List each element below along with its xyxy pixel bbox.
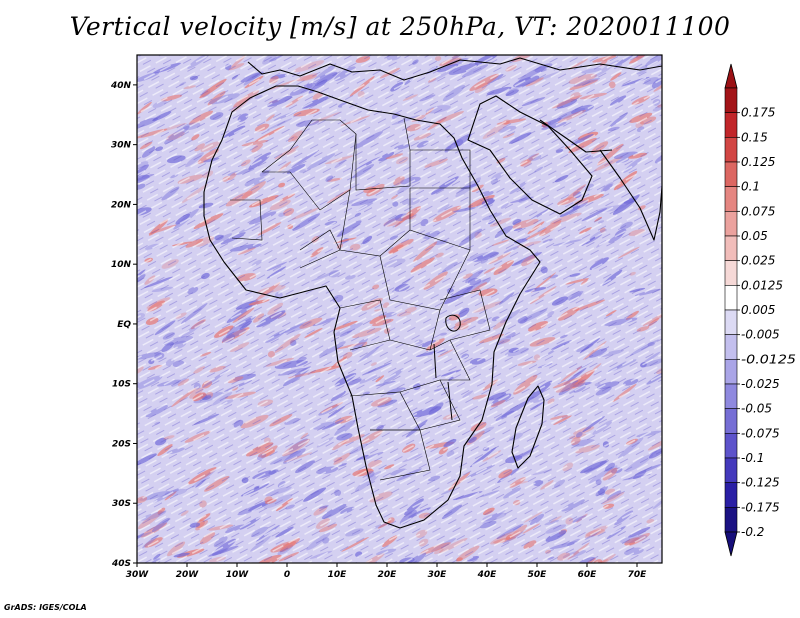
colorbar-swatch [724,186,738,212]
plot-title: Vertical velocity [m/s] at 250hPa, VT: 2… [69,12,731,41]
country-borders [230,117,491,481]
colorbar-swatch [724,137,738,163]
colorbar-swatch [724,260,738,286]
colorbar-label: 0.025 [741,254,775,268]
colorbar-max-arrow [724,63,738,89]
colorbar-label: 0.005 [741,303,775,317]
colorbar: 0.175 0.15 0.125 0.1 0.075 0.05 0.025 0.0125 0.0… [724,63,796,557]
colorbar-label: 0.0125 [741,278,783,292]
x-tick-label: 60E [578,570,598,580]
y-tick-label: EQ [117,320,131,330]
colorbar-swatch [724,408,738,434]
x-tick-label: 20E [378,570,398,580]
colorbar-min-arrow [724,531,738,557]
colorbar-swatch [724,383,738,409]
europe-coastline [247,57,662,81]
lakes [433,314,461,421]
x-axis: 30W 20W 10W 0 10E 20E 30E 40E 50E 60E 70E [126,563,647,580]
x-tick-label: 30E [428,570,448,580]
persian-gulf-coastline [539,119,613,153]
india-coastline [599,149,662,241]
y-tick-label: 20S [112,439,131,449]
coastlines [203,57,662,529]
colorbar-swatch [724,112,738,138]
colorbar-label: -0.075 [741,426,780,440]
y-tick-label: 10N [111,260,132,270]
colorbar-swatch [724,457,738,483]
map-frame [136,54,663,564]
colorbar-label: -0.025 [741,377,780,391]
colorbar-swatch [724,285,738,311]
colorbar-label: 0.075 [741,204,775,218]
colorbar-swatch [724,211,738,237]
colorbar-label: -0.175 [741,500,780,514]
colorbar-label: 0.175 [741,106,775,120]
colorbar-label: -0.0125 [741,352,796,366]
y-tick-label: 40N [110,81,132,91]
colorbar-swatch [724,161,738,187]
x-tick-label: 50E [528,570,548,580]
colorbar-swatch [724,309,738,335]
colorbar-label: 0.1 [741,180,760,194]
grads-credit: GrADS: IGES/COLA [4,603,87,612]
y-axis: 40N 30N 20N 10N EQ 10S 20S 30S 40S [110,81,137,569]
x-tick-label: 10E [328,570,348,580]
colorbar-label: -0.005 [741,328,780,342]
x-tick-label: 0 [284,570,290,580]
field-texture [137,55,662,563]
colorbar-swatch [724,235,738,261]
x-tick-label: 40E [477,570,498,580]
colorbar-label: 0.125 [741,155,775,169]
colorbar-swatch [724,87,738,113]
x-tick-label: 70E [628,570,648,580]
colorbar-swatch [724,359,738,385]
colorbar-label: 0.15 [741,130,768,144]
colorbar-swatch [724,334,738,360]
colorbar-swatch [724,433,738,459]
map-area[interactable] [128,47,675,573]
colorbar-label: -0.1 [741,451,764,465]
madagascar-coastline [511,385,545,469]
colorbar-swatch [724,482,738,508]
y-tick-label: 10S [112,380,131,390]
colorbar-label: -0.05 [741,402,772,416]
colorbar-label: -0.125 [741,476,780,490]
africa-coastline [203,85,541,529]
arabia-coastline [467,95,593,215]
colorbar-label: 0.05 [741,229,768,243]
y-tick-label: 20N [111,200,132,210]
y-tick-label: 40S [111,559,131,569]
x-tick-label: 30W [126,570,150,580]
colorbar-swatch [724,507,738,533]
x-tick-label: 20W [176,570,200,580]
y-tick-label: 30N [111,141,132,151]
x-tick-label: 10W [226,570,250,580]
colorbar-label: -0.2 [741,525,764,539]
y-tick-label: 30S [112,499,131,509]
